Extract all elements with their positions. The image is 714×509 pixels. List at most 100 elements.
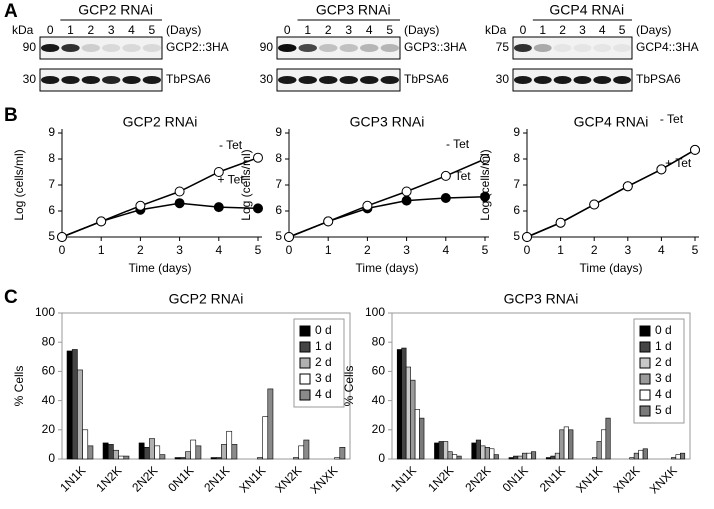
x-tick-label: 2N2K: [462, 463, 493, 494]
bar: [102, 442, 109, 460]
x-axis-label: Time (days): [580, 261, 643, 275]
bar: [447, 451, 453, 460]
legend-label: 2 d: [315, 355, 332, 369]
band: [533, 76, 552, 84]
bar: [522, 452, 528, 460]
legend-swatch: [639, 325, 651, 337]
bar: [71, 349, 78, 460]
y-tick-label: 100: [35, 305, 55, 319]
point: [622, 181, 633, 192]
x-tick-label: XN1K: [573, 463, 605, 495]
y-axis-label: % Cells: [12, 366, 26, 407]
point: [213, 202, 224, 213]
band: [278, 76, 297, 84]
band: [122, 76, 141, 84]
bar: [149, 438, 155, 460]
point: [284, 232, 294, 242]
bar: [545, 457, 551, 460]
bar: [334, 457, 341, 460]
bar: [419, 417, 425, 460]
band: [593, 76, 612, 84]
bar: [554, 452, 560, 460]
x-axis-label: Time (days): [129, 261, 192, 275]
bar: [221, 444, 227, 460]
y-tick-label: 6: [48, 203, 55, 217]
x-tick-label: 2N1K: [201, 463, 232, 494]
bar: [559, 429, 565, 460]
x-tick-label: XN2K: [610, 463, 642, 495]
x-tick-label: 2: [137, 243, 144, 257]
bar: [66, 350, 73, 460]
bar: [456, 455, 462, 460]
blot-panel: [276, 36, 401, 60]
bar: [452, 454, 458, 460]
kda-label: kDa: [12, 23, 34, 37]
band: [142, 44, 161, 52]
point: [656, 164, 667, 175]
point: [213, 167, 224, 177]
band: [81, 76, 100, 84]
blot-panel: [512, 68, 633, 92]
x-tick-label: 5: [482, 243, 489, 257]
bar: [107, 444, 114, 460]
legend-swatch: [299, 389, 311, 401]
chart-title: GCP4 RNAi: [574, 114, 649, 130]
y-tick-label: 20: [372, 422, 386, 436]
lane-label: 0: [47, 23, 54, 37]
marker-label: 30: [260, 72, 274, 86]
x-tick-label: 3: [624, 243, 631, 257]
band: [61, 44, 80, 52]
panel-label: B: [4, 105, 18, 126]
band: [81, 44, 100, 52]
chart-title: GCP3 RNAi: [350, 114, 425, 130]
y-tick-label: 5: [275, 229, 282, 243]
band: [380, 76, 399, 84]
y-tick-label: 7: [275, 177, 282, 191]
series-line: [288, 158, 486, 238]
band: [339, 44, 358, 52]
legend-swatch: [299, 341, 311, 353]
point: [401, 186, 412, 197]
band: [278, 44, 297, 52]
legend-swatch: [299, 357, 311, 369]
bar: [526, 452, 532, 460]
band: [102, 76, 121, 84]
marker-label: 30: [496, 72, 510, 86]
bar: [680, 452, 686, 460]
lane-label: 5: [148, 23, 155, 37]
legend-label: 0 d: [315, 323, 332, 337]
band: [613, 76, 632, 84]
row-label: TbPSA6: [166, 72, 211, 86]
bar: [517, 455, 523, 460]
bar: [434, 442, 440, 460]
x-tick-label: 5: [255, 243, 262, 257]
bar: [231, 444, 238, 460]
bar: [195, 445, 202, 460]
series-line: [288, 195, 486, 238]
bar: [671, 457, 677, 460]
bar: [633, 452, 639, 460]
row-label: TbPSA6: [404, 72, 449, 86]
y-axis-label: Log (cells/ml): [478, 149, 492, 220]
bar: [123, 455, 130, 460]
y-tick-label: 20: [42, 422, 56, 436]
point: [440, 193, 451, 203]
y-tick-label: 8: [275, 151, 282, 165]
x-tick-label: 1N1K: [57, 463, 88, 494]
legend-label: 3 d: [655, 371, 672, 385]
lane-label: 4: [599, 23, 606, 37]
bar: [77, 369, 83, 460]
blot-panel: [39, 68, 163, 92]
bar: [293, 457, 299, 460]
y-tick-label: 8: [513, 151, 520, 165]
x-axis-label: Time (days): [356, 261, 419, 275]
band: [513, 44, 532, 52]
plot-frame: [61, 312, 351, 460]
band: [613, 44, 632, 52]
x-tick-label: 1: [325, 243, 332, 257]
row-label: GCP2::3HA: [166, 40, 229, 54]
kda-label: kDa: [485, 23, 507, 37]
panel-label: C: [4, 287, 18, 308]
x-tick-label: 4: [215, 243, 222, 257]
